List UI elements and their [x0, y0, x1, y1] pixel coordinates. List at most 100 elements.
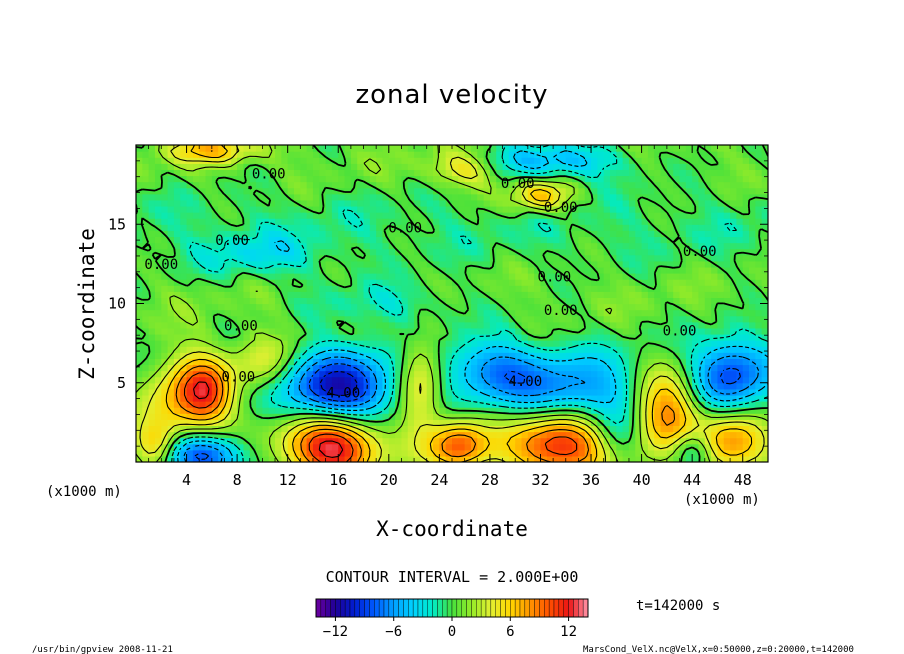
heatmap-cell	[540, 455, 548, 462]
heatmap-cell	[395, 175, 403, 183]
heatmap-cell	[610, 212, 617, 219]
heatmap-cell	[218, 333, 226, 341]
heatmap-cell	[369, 346, 377, 353]
heatmap-cell	[464, 187, 472, 195]
heatmap-cell	[426, 260, 434, 268]
heatmap-cell	[161, 303, 169, 311]
heatmap-cell	[647, 358, 655, 366]
heatmap-cell	[148, 273, 156, 280]
heatmap-cell	[458, 169, 466, 177]
heatmap-cell	[218, 449, 226, 457]
heatmap-cell	[685, 273, 693, 280]
heatmap-cell	[502, 285, 510, 292]
heatmap-cell	[325, 236, 333, 244]
heatmap-cell	[224, 242, 232, 250]
heatmap-cell	[230, 309, 238, 317]
heatmap-cell	[173, 315, 181, 323]
heatmap-cell	[647, 419, 655, 427]
heatmap-cell	[369, 224, 377, 231]
heatmap-cell	[736, 437, 744, 445]
heatmap-cell	[553, 437, 561, 445]
heatmap-cell	[559, 321, 567, 329]
heatmap-cell	[445, 401, 453, 408]
heatmap-cell	[363, 212, 371, 219]
heatmap-cell	[698, 224, 706, 231]
heatmap-cell	[452, 297, 459, 305]
heatmap-cell	[508, 291, 516, 299]
heatmap-cell	[635, 327, 643, 335]
heatmap-cell	[603, 157, 611, 164]
heatmap-cell	[211, 218, 219, 225]
heatmap-cell	[515, 346, 523, 353]
heatmap-cell	[287, 205, 295, 213]
heatmap-cell	[420, 413, 428, 420]
heatmap-cell	[540, 218, 548, 225]
heatmap-cell	[262, 315, 270, 323]
heatmap-cell	[287, 279, 295, 286]
heatmap-cell	[546, 230, 554, 238]
heatmap-cell	[256, 352, 263, 359]
heatmap-cell	[243, 212, 251, 219]
heatmap-cell	[565, 297, 573, 305]
heatmap-cell	[180, 175, 188, 183]
heatmap-cell	[300, 181, 308, 189]
heatmap-cell	[275, 364, 282, 372]
heatmap-cell	[395, 291, 403, 299]
heatmap-cell	[578, 364, 586, 372]
heatmap-cell	[483, 175, 491, 183]
heatmap-cell	[546, 169, 554, 177]
heatmap-cell	[584, 401, 592, 408]
heatmap-cell	[730, 437, 737, 445]
heatmap-cell	[426, 327, 434, 335]
heatmap-cell	[369, 181, 377, 189]
heatmap-cell	[483, 340, 491, 347]
heatmap-cell	[584, 370, 592, 378]
heatmap-cell	[483, 199, 491, 207]
heatmap-cell	[477, 321, 485, 329]
heatmap-cell	[452, 291, 459, 299]
heatmap-cell	[262, 297, 270, 305]
heatmap-cell	[281, 321, 289, 329]
heatmap-cell	[167, 333, 175, 341]
heatmap-cell	[477, 273, 485, 280]
heatmap-cell	[275, 352, 282, 359]
heatmap-cell	[553, 413, 561, 420]
heatmap-cell	[275, 254, 282, 262]
heatmap-cell	[515, 407, 523, 414]
heatmap-cell	[717, 205, 725, 213]
heatmap-cell	[433, 157, 440, 164]
heatmap-cell	[224, 455, 232, 462]
heatmap-cell	[268, 151, 276, 158]
heatmap-cell	[319, 419, 327, 427]
heatmap-cell	[173, 327, 181, 335]
heatmap-cell	[654, 327, 662, 335]
heatmap-cell	[230, 346, 238, 353]
heatmap-cell	[249, 437, 257, 445]
heatmap-cell	[584, 333, 592, 341]
heatmap-cell	[256, 266, 263, 274]
heatmap-cell	[685, 266, 693, 274]
heatmap-cell	[553, 376, 561, 384]
heatmap-cell	[654, 151, 662, 158]
heatmap-cell	[407, 388, 415, 396]
heatmap-cell	[376, 413, 384, 420]
heatmap-cell	[205, 175, 213, 183]
heatmap-cell	[300, 199, 308, 207]
heatmap-cell	[641, 401, 649, 408]
heatmap-cell	[660, 327, 668, 335]
heatmap-cell	[167, 388, 175, 396]
heatmap-cell	[445, 364, 453, 372]
heatmap-cell	[161, 236, 169, 244]
heatmap-cell	[205, 157, 213, 164]
heatmap-cell	[452, 315, 459, 323]
heatmap-cell	[205, 333, 213, 341]
heatmap-cell	[199, 382, 207, 390]
heatmap-cell	[275, 303, 282, 311]
heatmap-cell	[591, 443, 598, 451]
heatmap-cell	[433, 260, 440, 268]
heatmap-cell	[616, 401, 624, 408]
heatmap-cell	[154, 388, 162, 396]
heatmap-cell	[363, 297, 371, 305]
heatmap-cell	[426, 358, 434, 366]
heatmap-cell	[711, 455, 719, 462]
